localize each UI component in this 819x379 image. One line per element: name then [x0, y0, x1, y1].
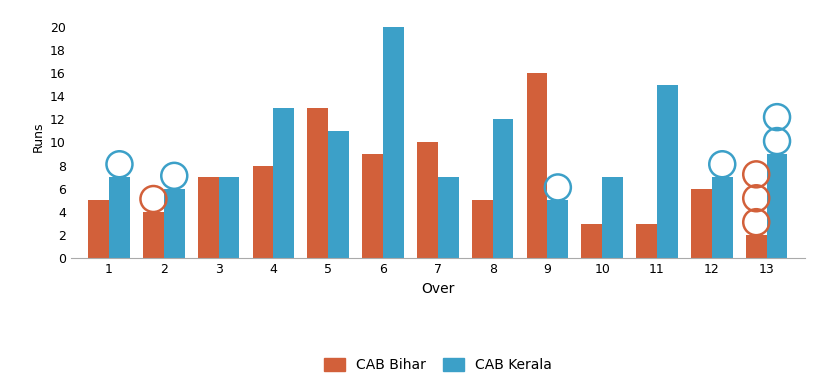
Bar: [164, 189, 184, 258]
Bar: [711, 177, 731, 258]
Bar: [690, 189, 711, 258]
X-axis label: Over: Over: [421, 282, 454, 296]
Bar: [382, 27, 404, 258]
Bar: [219, 177, 239, 258]
Bar: [252, 166, 273, 258]
Bar: [526, 73, 547, 258]
Bar: [197, 177, 219, 258]
Bar: [601, 177, 622, 258]
Bar: [417, 143, 437, 258]
Bar: [471, 200, 492, 258]
Bar: [492, 119, 513, 258]
Bar: [273, 108, 294, 258]
Bar: [88, 200, 109, 258]
Bar: [766, 154, 786, 258]
Bar: [581, 224, 601, 258]
Bar: [437, 177, 458, 258]
Bar: [745, 235, 766, 258]
Bar: [362, 154, 382, 258]
Bar: [328, 131, 349, 258]
Bar: [656, 85, 677, 258]
Bar: [143, 212, 164, 258]
Legend: CAB Bihar, CAB Kerala: CAB Bihar, CAB Kerala: [319, 353, 556, 378]
Bar: [636, 224, 656, 258]
Bar: [307, 108, 328, 258]
Bar: [547, 200, 568, 258]
Bar: [109, 177, 129, 258]
Y-axis label: Runs: Runs: [31, 121, 44, 152]
